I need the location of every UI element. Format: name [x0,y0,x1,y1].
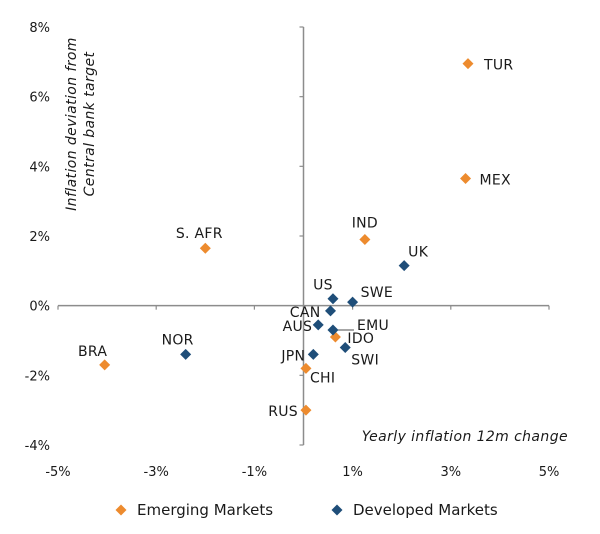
point-label-bra: BRA [78,344,107,360]
point-mex [460,173,472,185]
point-us [327,293,339,305]
point-nor [180,348,192,360]
y-tick-label: 8% [29,21,50,36]
y-tick-label: -4% [25,439,50,454]
point-label-us: US [313,278,333,294]
point-uk [398,260,410,272]
point-label-uk: UK [408,245,429,261]
point-emu [327,324,339,336]
legend-marker-emerging-markets [115,504,127,516]
point-ind [359,233,371,245]
point-aus [312,319,324,331]
point-label-swi: SWI [351,352,379,368]
point-label-jpn: JPN [280,348,305,364]
y-axis-title: Inflation deviation from [64,37,80,211]
point-can [325,305,337,317]
y-tick-label: -2% [25,369,50,384]
x-tick-label: -3% [144,465,169,480]
point-swe [347,296,359,308]
y-tick-label: 0% [29,300,50,315]
x-tick-label: 3% [440,465,461,480]
point-chi [300,362,312,374]
point-label-nor: NOR [162,332,194,348]
point-s-afr [199,242,211,254]
y-tick-label: 4% [29,160,50,175]
y-axis-title: Central bank target [82,52,98,197]
point-label-aus: AUS [283,319,313,335]
point-bra [99,359,111,371]
x-tick-label: -1% [242,465,267,480]
x-tick-label: 5% [539,465,560,480]
y-tick-label: 2% [29,230,50,245]
point-label-tur: TUR [483,58,513,74]
point-label-emu: EMU [357,318,389,334]
point-label-rus: RUS [268,404,298,420]
point-label-mex: MEX [480,173,512,189]
x-tick-label: 1% [342,465,363,480]
point-label-can: CAN [290,305,321,321]
point-label-swe: SWE [361,285,393,301]
point-label-s-afr: S. AFR [176,226,223,242]
legend-label-emerging-markets: Emerging Markets [137,501,273,519]
point-label-chi: CHI [310,370,335,386]
y-tick-label: 6% [29,91,50,106]
x-tick-label: -5% [45,465,70,480]
point-label-ind: IND [352,215,378,231]
point-label-ido: IDO [347,331,374,347]
legend-marker-developed-markets [331,504,343,516]
point-tur [462,58,474,70]
point-swi [339,341,351,353]
point-rus [300,404,312,416]
x-axis-title: Yearly inflation 12m change [362,429,568,445]
point-jpn [307,348,319,360]
legend-label-developed-markets: Developed Markets [353,501,498,519]
